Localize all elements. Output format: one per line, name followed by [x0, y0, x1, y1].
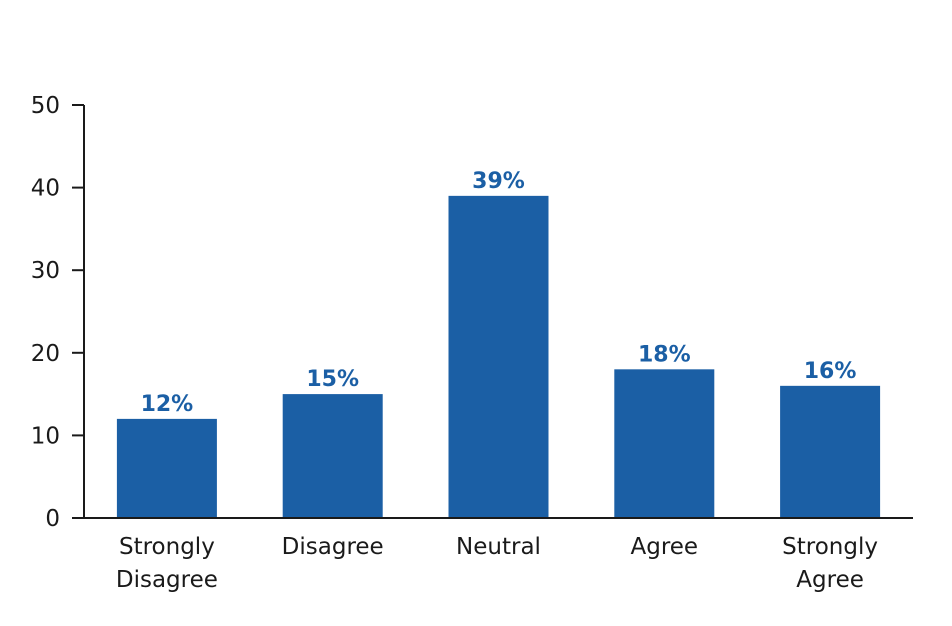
bars — [116, 195, 881, 519]
bar-value-label: 12% — [141, 392, 194, 417]
y-tick-label: 20 — [31, 341, 60, 367]
y-tick-label: 10 — [31, 423, 60, 449]
bar-value-label: 16% — [804, 359, 857, 384]
y-tick-label: 50 — [31, 93, 60, 119]
bar — [282, 394, 383, 518]
category-label: Disagree — [282, 534, 384, 560]
value-labels: 12% 15% 39% 18% 16% — [141, 169, 857, 417]
category-label: Agree — [796, 567, 864, 593]
category-label: Strongly — [782, 534, 878, 560]
category-label: Strongly — [119, 534, 215, 560]
bar — [614, 369, 715, 518]
y-tick-label: 0 — [45, 506, 60, 532]
y-tick-label: 40 — [31, 176, 60, 202]
category-label: Neutral — [456, 534, 541, 560]
bar-value-label: 39% — [472, 169, 525, 194]
bar — [116, 418, 217, 518]
y-axis-ticks: 0 10 20 30 40 50 — [31, 93, 84, 532]
bar — [780, 385, 881, 518]
bar-value-label: 18% — [638, 342, 691, 367]
x-axis-labels: Strongly Disagree Disagree Neutral Agree Stro… — [116, 534, 878, 593]
bar — [448, 195, 549, 519]
category-label: Disagree — [116, 567, 218, 593]
category-label: Agree — [631, 534, 699, 560]
y-tick-label: 30 — [31, 258, 60, 284]
bar-value-label: 15% — [306, 367, 359, 392]
